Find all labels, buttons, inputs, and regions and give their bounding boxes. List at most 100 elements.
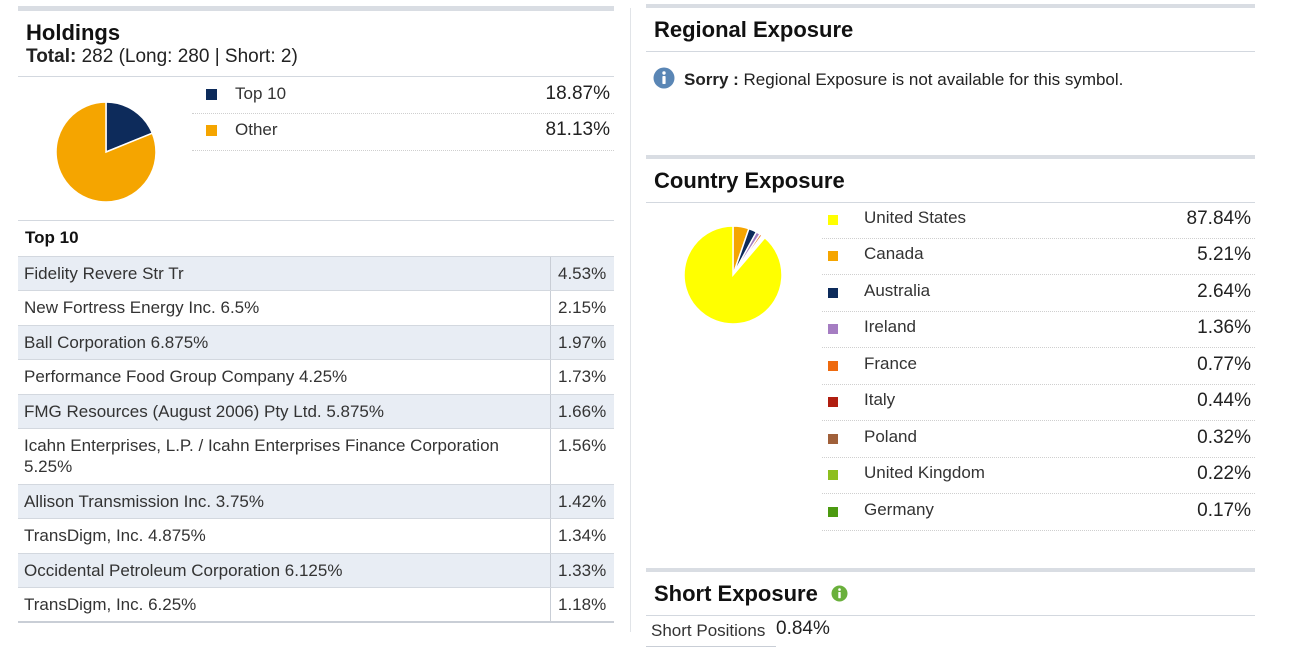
holdings-total-value: 282 (Long: 280 | Short: 2) <box>81 46 298 67</box>
holding-name: Performance Food Group Company 4.25% <box>24 367 348 386</box>
top10-bottom-border <box>18 621 614 623</box>
country-legend-row: France 0.77% <box>822 348 1255 385</box>
country-value: 5.21% <box>1197 244 1251 265</box>
info-icon[interactable] <box>831 585 848 602</box>
holding-name: Ball Corporation 6.875% <box>24 333 209 352</box>
legend-label-top10: Top 10 <box>235 84 287 103</box>
holding-weight: 4.53% <box>558 264 607 283</box>
holdings-top-border <box>18 6 614 11</box>
table-row: TransDigm, Inc. 6.25% 1.18% <box>18 587 614 623</box>
country-legend-row: Germany 0.17% <box>822 494 1255 531</box>
country-legend-row: Australia 2.64% <box>822 275 1255 312</box>
short-divider <box>646 615 1255 616</box>
table-row: Occidental Petroleum Corporation 6.125% 1… <box>18 553 614 588</box>
sorry-text: Regional Exposure is not available for t… <box>743 70 1124 89</box>
short-title: Short Exposure <box>654 581 818 606</box>
holding-name: TransDigm, Inc. 4.875% <box>24 526 206 545</box>
holding-weight: 1.73% <box>558 367 607 386</box>
table-row: New Fortress Energy Inc. 6.5% 2.15% <box>18 290 614 326</box>
holding-name: Occidental Petroleum Corporation 6.125% <box>24 561 343 580</box>
legend-swatch-other <box>206 125 217 136</box>
legend-swatch <box>828 397 838 407</box>
holding-name: Fidelity Revere Str Tr <box>24 264 184 283</box>
country-value: 0.77% <box>1197 354 1251 375</box>
table-row: TransDigm, Inc. 4.875% 1.34% <box>18 518 614 554</box>
country-value: 0.17% <box>1197 500 1251 521</box>
pie-slice-other <box>55 101 157 203</box>
table-row: Performance Food Group Company 4.25% 1.73… <box>18 359 614 395</box>
country-label: United Kingdom <box>864 463 985 482</box>
table-cell-separator <box>550 360 551 395</box>
country-legend-row: United Kingdom 0.22% <box>822 457 1255 494</box>
legend-swatch <box>828 324 838 334</box>
country-pie-chart <box>683 225 783 325</box>
table-cell-separator <box>550 554 551 588</box>
column-divider <box>630 8 631 632</box>
regional-sorry-message: Sorry : Regional Exposure is not availab… <box>684 70 1123 90</box>
country-value: 0.22% <box>1197 463 1251 484</box>
country-legend-row: Italy 0.44% <box>822 384 1255 421</box>
country-label: Canada <box>864 244 924 263</box>
info-icon <box>653 67 675 89</box>
holding-weight: 1.66% <box>558 402 607 421</box>
country-title: Country Exposure <box>654 168 845 193</box>
country-label: Ireland <box>864 317 916 336</box>
table-row: FMG Resources (August 2006) Pty Ltd. 5.8… <box>18 394 614 429</box>
regional-title: Regional Exposure <box>654 17 854 42</box>
holding-weight: 1.34% <box>558 526 607 545</box>
country-value: 1.36% <box>1197 317 1251 338</box>
table-cell-separator <box>550 257 551 291</box>
pie-slice-top-10 <box>105 101 154 154</box>
country-legend-row: Poland 0.32% <box>822 421 1255 458</box>
legend-label-other: Other <box>235 120 278 139</box>
sorry-label: Sorry : <box>684 70 739 89</box>
country-legend-row: Ireland 1.36% <box>822 311 1255 348</box>
table-cell-separator <box>550 395 551 429</box>
country-label: France <box>864 354 917 373</box>
holding-weight: 1.33% <box>558 561 607 580</box>
holdings-title: Holdings <box>26 20 121 45</box>
holdings-total: Total: 282 (Long: 280 | Short: 2) <box>26 46 298 68</box>
legend-swatch <box>828 251 838 261</box>
legend-swatch <box>828 434 838 444</box>
legend-swatch-top10 <box>206 89 217 100</box>
country-top-border <box>646 155 1255 159</box>
table-row: Ball Corporation 6.875% 1.97% <box>18 325 614 360</box>
holding-name: TransDigm, Inc. 6.25% <box>24 595 197 614</box>
country-value: 87.84% <box>1186 208 1251 229</box>
legend-swatch <box>828 361 838 371</box>
legend-swatch <box>828 507 838 517</box>
short-top-border <box>646 568 1255 572</box>
country-value: 2.64% <box>1197 281 1251 302</box>
holding-name: New Fortress Energy Inc. 6.5% <box>24 298 260 317</box>
top10-divider <box>18 220 614 221</box>
table-cell-separator <box>550 326 551 360</box>
legend-swatch <box>828 288 838 298</box>
top10-title: Top 10 <box>25 228 79 247</box>
table-cell-separator <box>550 588 551 623</box>
regional-top-border <box>646 4 1255 8</box>
table-cell-separator <box>550 519 551 554</box>
holding-weight: 1.97% <box>558 333 607 352</box>
table-cell-separator <box>550 291 551 326</box>
table-cell-separator <box>550 429 551 485</box>
legend-swatch <box>828 470 838 480</box>
table-row: Fidelity Revere Str Tr 4.53% <box>18 256 614 291</box>
table-cell-separator <box>550 485 551 519</box>
country-label: Australia <box>864 281 931 300</box>
country-legend-row: Canada 5.21% <box>822 238 1255 275</box>
legend-value-top10: 18.87% <box>545 83 610 104</box>
holdings-legend-row: Top 10 18.87% <box>192 77 614 114</box>
holding-weight: 1.56% <box>558 436 607 455</box>
country-legend-row: United States 87.84% <box>822 202 1255 239</box>
legend-swatch <box>828 215 838 225</box>
regional-divider <box>646 51 1255 52</box>
holding-name: FMG Resources (August 2006) Pty Ltd. 5.8… <box>24 402 385 421</box>
holding-weight: 1.18% <box>558 595 607 614</box>
holdings-legend-row: Other 81.13% <box>192 114 614 151</box>
holdings-total-label: Total: <box>26 46 77 67</box>
country-label: Germany <box>864 500 934 519</box>
country-label: Poland <box>864 427 917 446</box>
holding-name: Icahn Enterprises, L.P. / Icahn Enterpri… <box>24 436 499 476</box>
country-value: 0.32% <box>1197 427 1251 448</box>
